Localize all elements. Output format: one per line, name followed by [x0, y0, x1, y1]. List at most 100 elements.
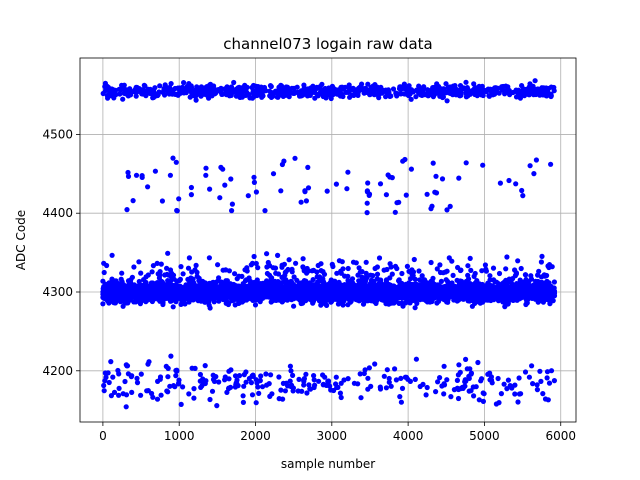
- data-point: [524, 299, 530, 305]
- data-point: [513, 292, 519, 298]
- data-point: [108, 283, 114, 289]
- data-point: [266, 279, 272, 285]
- data-point: [267, 285, 274, 292]
- data-point: [261, 88, 267, 94]
- data-point: [283, 291, 289, 297]
- data-point: [146, 289, 152, 295]
- data-point: [205, 90, 211, 96]
- data-point: [291, 90, 297, 96]
- data-point: [158, 294, 164, 300]
- data-point: [283, 92, 289, 98]
- data-point: [347, 292, 353, 299]
- data-point: [384, 286, 390, 293]
- data-point: [168, 282, 174, 288]
- data-point: [546, 297, 552, 303]
- data-point: [210, 85, 216, 91]
- data-point: [471, 81, 477, 87]
- data-point: [380, 88, 387, 94]
- data-point: [310, 277, 316, 283]
- data-point: [434, 300, 440, 306]
- data-point: [279, 89, 285, 95]
- data-point: [170, 304, 176, 310]
- data-point: [536, 293, 543, 299]
- data-point: [122, 90, 128, 96]
- data-point: [479, 83, 485, 89]
- data-point: [513, 94, 520, 100]
- data-point: [122, 86, 128, 93]
- data-point: [532, 292, 538, 298]
- data-point: [533, 86, 539, 93]
- data-point: [355, 89, 361, 95]
- data-point: [529, 87, 535, 94]
- data-point: [329, 83, 335, 89]
- data-point: [357, 294, 363, 300]
- data-point: [414, 300, 420, 306]
- data-point: [119, 286, 125, 292]
- data-point: [485, 280, 491, 286]
- data-point: [546, 85, 552, 92]
- data-point: [237, 289, 243, 295]
- data-point: [444, 98, 450, 104]
- data-point: [518, 295, 525, 301]
- data-point: [284, 87, 290, 93]
- data-point: [527, 81, 533, 87]
- data-point: [477, 300, 483, 306]
- data-point: [393, 90, 399, 96]
- data-point: [101, 291, 107, 297]
- data-point: [375, 85, 381, 91]
- data-point: [137, 295, 143, 301]
- data-point: [174, 288, 180, 294]
- data-point: [454, 298, 460, 304]
- data-point: [270, 295, 276, 302]
- data-point: [362, 277, 368, 284]
- data-point: [415, 89, 421, 95]
- data-point: [269, 90, 275, 96]
- data-point: [181, 90, 187, 96]
- data-point: [371, 92, 377, 98]
- data-point: [252, 302, 259, 308]
- data-point: [303, 295, 309, 301]
- data-point: [242, 82, 248, 88]
- data-point: [356, 85, 362, 91]
- data-point: [312, 95, 318, 101]
- data-point: [251, 89, 257, 95]
- data-point: [377, 281, 383, 287]
- data-point: [476, 281, 482, 287]
- data-point: [454, 291, 460, 297]
- data-point: [258, 84, 264, 90]
- data-point: [128, 287, 134, 293]
- data-point: [100, 301, 106, 307]
- data-point: [133, 93, 139, 99]
- data-point: [247, 285, 253, 291]
- data-point: [291, 303, 297, 309]
- data-point: [240, 88, 246, 94]
- data-point: [467, 284, 473, 291]
- data-point: [469, 303, 475, 309]
- data-point: [169, 89, 176, 95]
- data-point: [429, 87, 435, 93]
- data-point: [416, 282, 422, 288]
- data-point: [471, 294, 477, 300]
- data-point: [224, 278, 230, 284]
- data-point: [213, 291, 219, 297]
- data-point: [351, 92, 357, 98]
- data-point: [438, 278, 444, 284]
- data-point: [542, 92, 548, 98]
- data-point: [239, 94, 245, 100]
- data-point: [181, 286, 187, 292]
- data-point: [346, 85, 352, 91]
- data-point: [542, 294, 548, 300]
- data-point: [108, 89, 114, 95]
- data-point: [461, 85, 467, 91]
- data-point: [398, 86, 404, 93]
- data-point: [370, 288, 376, 295]
- data-point: [407, 87, 413, 93]
- data-point: [222, 288, 228, 295]
- data-point: [383, 94, 389, 100]
- data-point: [457, 278, 463, 284]
- data-point: [533, 284, 539, 290]
- data-point: [123, 297, 129, 303]
- data-point: [239, 299, 245, 305]
- data-point: [436, 86, 442, 92]
- data-point: [537, 92, 543, 98]
